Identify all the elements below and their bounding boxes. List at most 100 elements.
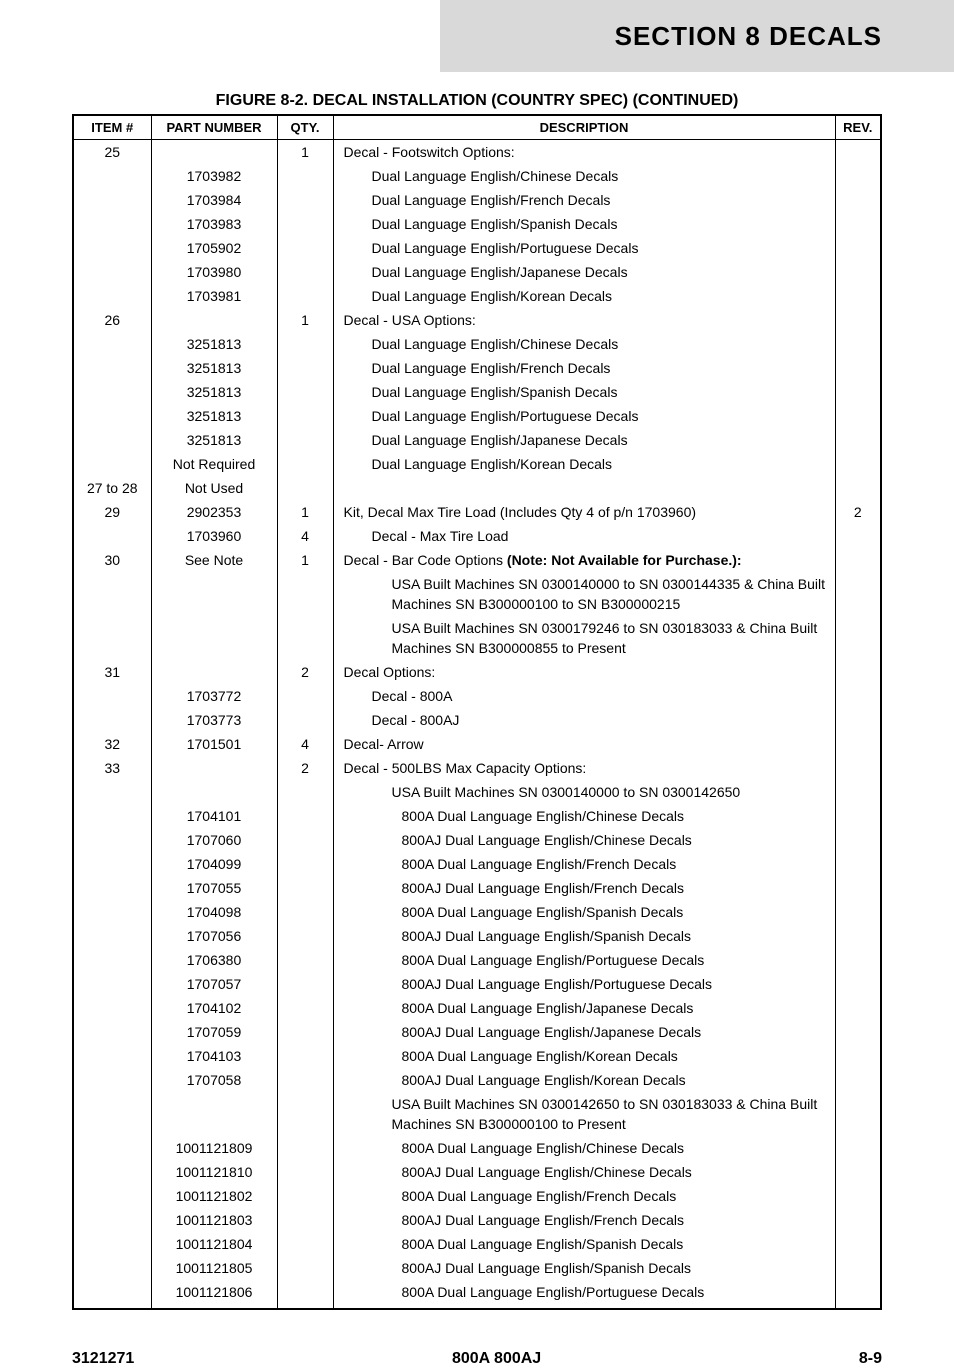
cell-part: 2902353 <box>151 500 277 524</box>
cell-rev <box>835 524 881 548</box>
table-row: 3251813Dual Language English/Japanese De… <box>73 428 881 452</box>
col-header-part: PART NUMBER <box>151 115 277 140</box>
cell-item <box>73 1208 151 1232</box>
cell-qty <box>277 804 333 828</box>
cell-qty <box>277 236 333 260</box>
footer-left: 3121271 <box>72 1350 134 1368</box>
table-row: 3217015014Decal- Arrow <box>73 732 881 756</box>
cell-rev <box>835 828 881 852</box>
cell-part: 1704102 <box>151 996 277 1020</box>
header-band: SECTION 8 DECALS <box>0 0 954 72</box>
cell-part: 1704099 <box>151 852 277 876</box>
cell-qty <box>277 948 333 972</box>
table-row: 1707057800AJ Dual Language English/Portu… <box>73 972 881 996</box>
table-row: USA Built Machines SN 0300179246 to SN 0… <box>73 616 881 660</box>
cell-item: 29 <box>73 500 151 524</box>
cell-qty <box>277 708 333 732</box>
cell-rev <box>835 948 881 972</box>
col-header-rev: REV. <box>835 115 881 140</box>
cell-desc: 800AJ Dual Language English/Chinese Deca… <box>333 1160 835 1184</box>
cell-desc: Dual Language English/Portuguese Decals <box>333 236 835 260</box>
cell-item <box>73 404 151 428</box>
cell-rev <box>835 572 881 616</box>
cell-desc: 800AJ Dual Language English/French Decal… <box>333 876 835 900</box>
table-row: 1706380800A Dual Language English/Portug… <box>73 948 881 972</box>
cell-qty <box>277 1208 333 1232</box>
cell-part: 1001121803 <box>151 1208 277 1232</box>
cell-rev <box>835 1256 881 1280</box>
cell-rev <box>835 140 881 165</box>
cell-item <box>73 1044 151 1068</box>
cell-rev <box>835 404 881 428</box>
cell-qty <box>277 572 333 616</box>
page-footer: 3121271 800A 800AJ 8-9 <box>72 1350 882 1368</box>
col-header-desc: DESCRIPTION <box>333 115 835 140</box>
cell-part: 1703772 <box>151 684 277 708</box>
cell-desc: 800A Dual Language English/Chinese Decal… <box>333 804 835 828</box>
cell-item: 32 <box>73 732 151 756</box>
cell-part: 1703980 <box>151 260 277 284</box>
cell-desc: Dual Language English/Portuguese Decals <box>333 404 835 428</box>
cell-desc: Dual Language English/Chinese Decals <box>333 164 835 188</box>
cell-part: Not Used <box>151 476 277 500</box>
cell-rev <box>835 1044 881 1068</box>
cell-rev <box>835 1020 881 1044</box>
cell-qty <box>277 780 333 804</box>
cell-desc <box>333 476 835 500</box>
cell-rev <box>835 188 881 212</box>
cell-item <box>73 804 151 828</box>
cell-qty <box>277 1092 333 1136</box>
cell-item <box>73 1136 151 1160</box>
cell-part: 1703983 <box>151 212 277 236</box>
cell-item <box>73 572 151 616</box>
cell-qty <box>277 164 333 188</box>
cell-qty: 1 <box>277 548 333 572</box>
cell-item <box>73 236 151 260</box>
table-row: 1703984Dual Language English/French Deca… <box>73 188 881 212</box>
cell-rev <box>835 1184 881 1208</box>
cell-desc: Decal - 800A <box>333 684 835 708</box>
table-row: 1704103800A Dual Language English/Korean… <box>73 1044 881 1068</box>
cell-qty <box>277 1160 333 1184</box>
cell-part <box>151 308 277 332</box>
cell-rev <box>835 380 881 404</box>
cell-item <box>73 1232 151 1256</box>
table-row: 1704098800A Dual Language English/Spanis… <box>73 900 881 924</box>
cell-item: 30 <box>73 548 151 572</box>
cell-item <box>73 1256 151 1280</box>
cell-rev <box>835 1208 881 1232</box>
cell-item <box>73 1280 151 1309</box>
cell-part: 1707058 <box>151 1068 277 1092</box>
cell-part: 3251813 <box>151 332 277 356</box>
cell-qty <box>277 404 333 428</box>
cell-qty: 2 <box>277 756 333 780</box>
cell-qty <box>277 476 333 500</box>
cell-item <box>73 684 151 708</box>
cell-desc: Decal - Max Tire Load <box>333 524 835 548</box>
table-row: USA Built Machines SN 0300140000 to SN 0… <box>73 572 881 616</box>
cell-qty <box>277 1184 333 1208</box>
cell-item <box>73 1020 151 1044</box>
table-row: 1703773Decal - 800AJ <box>73 708 881 732</box>
cell-desc: 800AJ Dual Language English/Chinese Deca… <box>333 828 835 852</box>
cell-part: See Note <box>151 548 277 572</box>
cell-desc: Dual Language English/French Decals <box>333 356 835 380</box>
cell-qty: 1 <box>277 140 333 165</box>
cell-item <box>73 852 151 876</box>
cell-desc: Decal - 800AJ <box>333 708 835 732</box>
cell-qty: 4 <box>277 524 333 548</box>
cell-part: 1707056 <box>151 924 277 948</box>
table-header-row: ITEM # PART NUMBER QTY. DESCRIPTION REV. <box>73 115 881 140</box>
cell-rev <box>835 356 881 380</box>
cell-part: 1001121802 <box>151 1184 277 1208</box>
section-title: SECTION 8 DECALS <box>615 21 882 52</box>
cell-rev <box>835 164 881 188</box>
cell-desc: 800A Dual Language English/Japanese Deca… <box>333 996 835 1020</box>
cell-qty <box>277 1280 333 1309</box>
cell-desc: Dual Language English/Japanese Decals <box>333 428 835 452</box>
cell-qty <box>277 1068 333 1092</box>
cell-desc: 800A Dual Language English/French Decals <box>333 1184 835 1208</box>
cell-desc: 800A Dual Language English/Portuguese De… <box>333 948 835 972</box>
cell-part: 1705902 <box>151 236 277 260</box>
cell-item <box>73 1184 151 1208</box>
